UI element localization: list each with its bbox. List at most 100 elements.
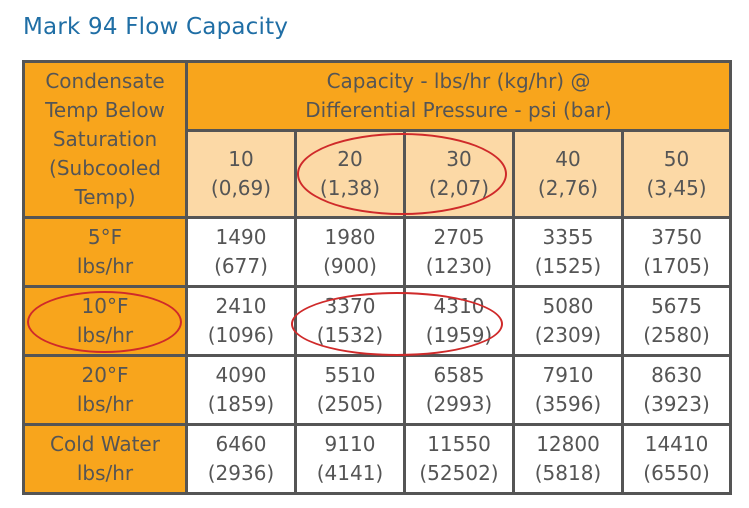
capacity-cell: 9110 (4141)	[294, 423, 406, 495]
capacity-lbs: 9110	[324, 432, 376, 456]
capacity-lbs: 11550	[427, 432, 491, 456]
capacity-cell: 6585 (2993)	[403, 354, 515, 426]
row-label-line: (Subcooled	[49, 156, 161, 180]
table-row: Cold Water lbs/hr 6460 (2936) 9110 (4141) 1…	[22, 423, 733, 495]
row-label-line: Temp Below	[45, 98, 165, 122]
capacity-lbs: 5510	[324, 363, 376, 387]
pressure-psi: 30	[446, 147, 472, 171]
row-label-cell: 10°F lbs/hr	[22, 285, 188, 357]
capacity-header: Capacity - lbs/hr (kg/hr) @ Differential…	[184, 60, 733, 132]
row-label-header: Condensate Temp Below Saturation (Subcoo…	[22, 60, 188, 219]
capacity-kg: (1859)	[207, 392, 275, 416]
pressure-psi: 10	[228, 147, 254, 171]
capacity-cell: 12800 (5818)	[512, 423, 624, 495]
row-temp: 10°F	[81, 294, 129, 318]
capacity-label-line: Differential Pressure - psi (bar)	[305, 98, 612, 122]
pressure-psi: 40	[555, 147, 581, 171]
capacity-lbs: 5080	[542, 294, 594, 318]
pressure-header-cell: 10 (0,69)	[185, 129, 297, 219]
capacity-cell: 6460 (2936)	[185, 423, 297, 495]
row-label-cell: Cold Water lbs/hr	[22, 423, 188, 495]
capacity-cell: 5080 (2309)	[512, 285, 624, 357]
row-label-line: Saturation	[52, 127, 158, 151]
capacity-lbs: 4090	[215, 363, 267, 387]
row-label-cell: 20°F lbs/hr	[22, 354, 188, 426]
capacity-kg: (900)	[323, 254, 377, 278]
capacity-lbs: 14410	[644, 432, 709, 456]
row-temp: 20°F	[81, 363, 129, 387]
row-label-line: Condensate	[45, 69, 165, 93]
capacity-kg: (2309)	[534, 323, 602, 347]
capacity-kg: (52502)	[419, 461, 499, 485]
table-row: 10°F lbs/hr 2410 (1096) 3370 (1532) 4310 (19…	[22, 285, 733, 357]
pressure-bar: (0,69)	[210, 176, 272, 200]
capacity-kg: (1525)	[534, 254, 602, 278]
flow-capacity-table: Condensate Temp Below Saturation (Subcoo…	[22, 60, 733, 495]
row-label-line: Temp)	[74, 185, 136, 209]
capacity-kg: (2580)	[643, 323, 710, 347]
pressure-psi: 20	[337, 147, 363, 171]
table-row: 5°F lbs/hr 1490 (677) 1980 (900) 2705 (1230)…	[22, 216, 733, 288]
pressure-bar: (3,45)	[646, 176, 707, 200]
pressure-bar: (2,76)	[537, 176, 599, 200]
row-label-cell: 5°F lbs/hr	[22, 216, 188, 288]
capacity-cell: 3370 (1532)	[294, 285, 406, 357]
capacity-kg: (1705)	[643, 254, 710, 278]
capacity-cell: 8630 (3923)	[620, 354, 733, 426]
capacity-cell: 2410 (1096)	[185, 285, 297, 357]
capacity-cell: 2705 (1230)	[403, 216, 515, 288]
capacity-kg: (2505)	[316, 392, 384, 416]
capacity-cell: 4310 (1959)	[403, 285, 515, 357]
capacity-lbs: 3750	[651, 225, 702, 249]
pressure-header-cell: 20 (1,38)	[294, 129, 406, 219]
capacity-lbs: 1490	[215, 225, 267, 249]
capacity-kg: (2993)	[425, 392, 493, 416]
capacity-lbs: 4310	[433, 294, 485, 318]
capacity-lbs: 6585	[433, 363, 485, 387]
capacity-kg: (2936)	[207, 461, 275, 485]
pressure-header-cell: 50 (3,45)	[620, 129, 733, 219]
table-row: 20°F lbs/hr 4090 (1859) 5510 (2505) 6585 (29…	[22, 354, 733, 426]
row-unit: lbs/hr	[76, 254, 134, 278]
capacity-lbs: 3370	[324, 294, 376, 318]
capacity-lbs: 2410	[215, 294, 267, 318]
capacity-cell: 1490 (677)	[185, 216, 297, 288]
capacity-kg: (3596)	[534, 392, 602, 416]
row-unit: lbs/hr	[76, 392, 134, 416]
pressure-bar: (1,38)	[319, 176, 381, 200]
pressure-psi: 50	[663, 147, 690, 171]
capacity-lbs: 12800	[536, 432, 600, 456]
capacity-cell: 4090 (1859)	[185, 354, 297, 426]
capacity-kg: (1959)	[425, 323, 493, 347]
page-title: Mark 94 Flow Capacity	[23, 14, 289, 40]
capacity-label-line: Capacity - lbs/hr (kg/hr) @	[326, 69, 591, 93]
capacity-lbs: 5675	[651, 294, 702, 318]
capacity-lbs: 7910	[542, 363, 594, 387]
pressure-header-cell: 30 (2,07)	[403, 129, 515, 219]
row-temp: 5°F	[87, 225, 123, 249]
capacity-lbs: 1980	[324, 225, 376, 249]
row-temp: Cold Water	[50, 432, 160, 456]
row-unit: lbs/hr	[76, 461, 134, 485]
capacity-kg: (3923)	[643, 392, 710, 416]
capacity-kg: (4141)	[316, 461, 384, 485]
capacity-cell: 5675 (2580)	[620, 285, 733, 357]
capacity-cell: 14410 (6550)	[620, 423, 733, 495]
capacity-lbs: 8630	[651, 363, 702, 387]
capacity-lbs: 2705	[433, 225, 485, 249]
capacity-lbs: 6460	[215, 432, 267, 456]
capacity-kg: (1532)	[316, 323, 384, 347]
capacity-kg: (1096)	[207, 323, 275, 347]
capacity-lbs: 3355	[542, 225, 594, 249]
row-unit: lbs/hr	[76, 323, 134, 347]
capacity-kg: (5818)	[534, 461, 602, 485]
pressure-header-cell: 40 (2,76)	[512, 129, 624, 219]
capacity-kg: (1230)	[425, 254, 493, 278]
capacity-cell: 11550 (52502)	[403, 423, 515, 495]
pressure-bar: (2,07)	[428, 176, 490, 200]
capacity-cell: 3355 (1525)	[512, 216, 624, 288]
capacity-cell: 3750 (1705)	[620, 216, 733, 288]
capacity-cell: 1980 (900)	[294, 216, 406, 288]
capacity-cell: 7910 (3596)	[512, 354, 624, 426]
capacity-kg: (6550)	[643, 461, 710, 485]
